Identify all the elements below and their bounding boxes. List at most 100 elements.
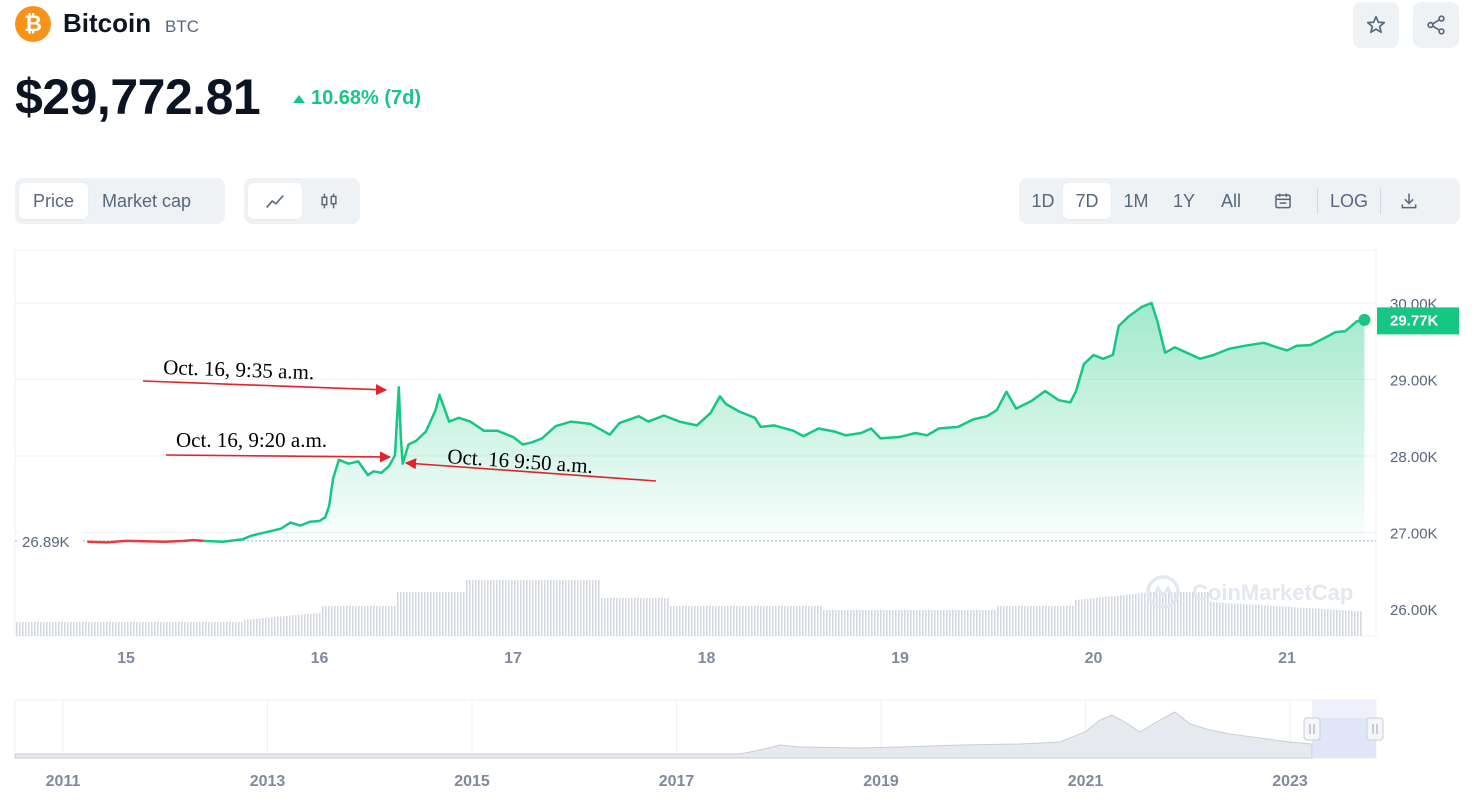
volume-bar: [25, 622, 27, 636]
volume-bar: [880, 610, 882, 636]
volume-bar: [499, 580, 501, 636]
volume-bar: [832, 610, 834, 636]
volume-bar: [1078, 599, 1080, 636]
volume-bar: [583, 580, 585, 636]
metric-toggle: Price Market cap: [15, 178, 225, 224]
volume-bar: [274, 617, 276, 636]
volume-bar: [262, 618, 264, 636]
volume-bar: [469, 580, 471, 636]
download-button[interactable]: [1387, 183, 1431, 219]
range-7d[interactable]: 7D: [1063, 183, 1111, 219]
volume-bar: [307, 613, 309, 636]
volume-bar: [103, 622, 105, 636]
volume-bar: [865, 610, 867, 636]
volume-bar: [526, 580, 528, 636]
volume-bar: [1354, 610, 1356, 636]
volume-bar: [1312, 608, 1314, 636]
volume-bar: [715, 606, 717, 636]
volume-bar: [925, 610, 927, 636]
volume-bar: [106, 622, 108, 636]
price-change: 10.68% (7d): [293, 87, 421, 110]
volume-bar: [913, 610, 915, 636]
range-1m[interactable]: 1M: [1123, 190, 1149, 211]
volume-bar: [94, 622, 96, 636]
volume-bar: [1315, 608, 1317, 636]
volume-bar: [694, 606, 696, 636]
volume-bar: [232, 622, 234, 636]
tab-price[interactable]: Price: [19, 183, 89, 219]
volume-bar: [163, 622, 165, 636]
volume-bar: [187, 622, 189, 636]
range-navigator[interactable]: 2011 2013 2015 2017 2019 2021 2023: [0, 690, 1475, 808]
volume-bar: [1099, 597, 1101, 636]
volume-bar: [319, 612, 321, 636]
volume-bar: [88, 622, 90, 636]
candlestick-button[interactable]: [302, 183, 356, 219]
price-change-value: 10.68% (7d): [311, 87, 422, 109]
price-chart[interactable]: CoinMarketCap 30.00K29.00K28.00K27.00K26…: [0, 240, 1475, 680]
volume-bar: [1165, 592, 1167, 636]
coin-price: $29,772.81: [15, 69, 261, 125]
volume-bar: [730, 606, 732, 636]
volume-bar: [1213, 602, 1215, 636]
volume-bar: [793, 606, 795, 636]
volume-bar: [58, 622, 60, 636]
volume-bar: [1108, 596, 1110, 636]
volume-bar: [79, 622, 81, 636]
volume-bar: [829, 610, 831, 636]
volume-bar: [184, 622, 186, 636]
volume-bar: [718, 606, 720, 636]
volume-bar: [322, 606, 324, 636]
range-1d[interactable]: 1D: [1031, 190, 1055, 211]
volume-bar: [145, 622, 147, 636]
volume-bar: [1276, 606, 1278, 636]
navigator-tick-label: 2019: [863, 773, 899, 790]
volume-bar: [655, 598, 657, 636]
volume-bars: [16, 580, 1362, 636]
volume-bar: [1153, 592, 1155, 636]
log-scale-button[interactable]: LOG: [1329, 190, 1368, 211]
volume-bar: [1186, 592, 1188, 636]
volume-bar: [214, 622, 216, 636]
watchlist-button[interactable]: [1353, 2, 1399, 48]
range-1y[interactable]: 1Y: [1172, 190, 1196, 211]
volume-bar: [1237, 603, 1239, 636]
volume-bar: [397, 592, 399, 636]
volume-bar: [517, 580, 519, 636]
navigator-handle-left[interactable]: [1303, 717, 1321, 741]
volume-bar: [916, 610, 918, 636]
volume-bar: [160, 622, 162, 636]
annotation-920-text: Oct. 16, 9:20 a.m.: [176, 428, 327, 452]
volume-bar: [433, 592, 435, 636]
tab-market-cap[interactable]: Market cap: [102, 190, 192, 211]
volume-bar: [784, 606, 786, 636]
volume-bar: [757, 606, 759, 636]
calendar-button[interactable]: [1255, 183, 1311, 219]
volume-bar: [148, 622, 150, 636]
volume-bar: [982, 610, 984, 636]
volume-bar: [1297, 607, 1299, 636]
volume-bar: [295, 615, 297, 636]
volume-bar: [328, 606, 330, 636]
x-tick-label: 19: [891, 650, 909, 667]
volume-bar: [382, 606, 384, 636]
volume-bar: [190, 622, 192, 636]
volume-bar: [475, 580, 477, 636]
share-button[interactable]: [1413, 2, 1459, 48]
candlestick-icon: [321, 193, 337, 209]
range-all[interactable]: All: [1220, 190, 1241, 211]
volume-bar: [430, 592, 432, 636]
volume-bar: [580, 580, 582, 636]
volume-bar: [928, 610, 930, 636]
volume-bar: [991, 610, 993, 636]
volume-bar: [922, 610, 924, 636]
volume-bar: [1291, 607, 1293, 636]
volume-bar: [943, 610, 945, 636]
line-chart-button[interactable]: [248, 183, 302, 219]
navigator-selection[interactable]: [1312, 718, 1376, 758]
volume-bar: [658, 598, 660, 636]
navigator-handle-right[interactable]: [1366, 717, 1384, 741]
volume-bar: [121, 622, 123, 636]
volume-bar: [331, 606, 333, 636]
volume-bar: [883, 610, 885, 636]
